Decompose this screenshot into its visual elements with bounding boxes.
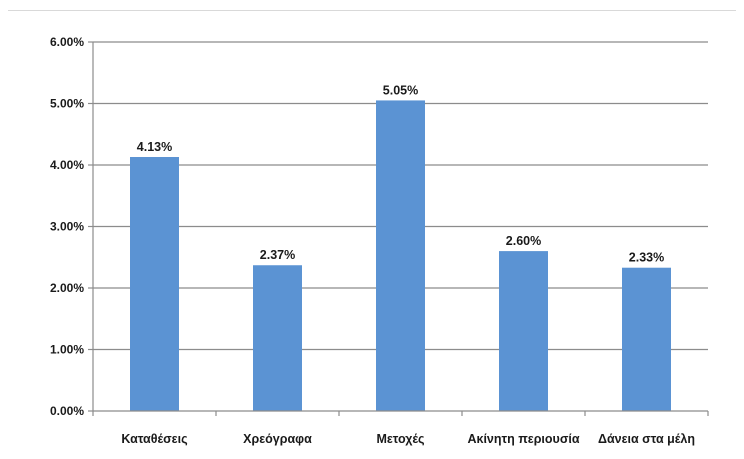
- x-category-label: Μετοχές: [376, 432, 424, 446]
- y-tick-label: 2.00%: [50, 281, 84, 295]
- chart-frame: [8, 10, 736, 450]
- x-category-label: Ακίνητη περιουσία: [467, 432, 579, 446]
- labels: 0.00% 1.00% 2.00% 3.00% 4.00% 5.00% 6.00% 4.13%…: [50, 35, 695, 446]
- data-label: 2.60%: [506, 234, 541, 248]
- bars: [130, 100, 671, 412]
- y-tick-label: 6.00%: [50, 35, 84, 49]
- bar: [253, 265, 302, 411]
- y-tick-label: 3.00%: [50, 220, 84, 234]
- x-category-label: Καταθέσεις: [121, 432, 187, 446]
- bar: [499, 251, 548, 411]
- y-tick-label: 4.00%: [50, 158, 84, 172]
- bar: [376, 100, 425, 412]
- data-label: 2.37%: [260, 248, 295, 262]
- y-tick-label: 0.00%: [50, 404, 84, 418]
- y-tick-label: 1.00%: [50, 343, 84, 357]
- data-label: 4.13%: [137, 140, 172, 154]
- x-category-label: Χρεόγραφα: [243, 432, 312, 446]
- bar: [130, 157, 179, 411]
- gridlines: [93, 41, 708, 351]
- axes: [88, 41, 709, 416]
- x-category-label: Δάνεια στα μέλη: [598, 432, 695, 446]
- bar: [622, 267, 671, 411]
- data-label: 2.33%: [629, 251, 664, 265]
- y-tick-label: 5.00%: [50, 97, 84, 111]
- data-label: 5.05%: [383, 83, 418, 97]
